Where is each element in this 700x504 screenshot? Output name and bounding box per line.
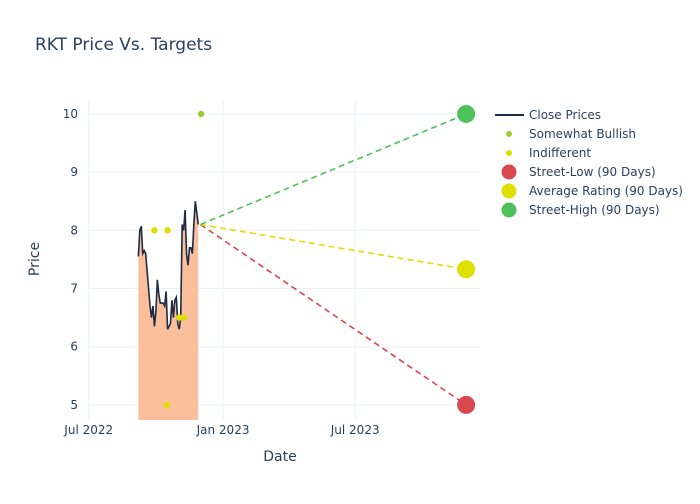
y-tick-label: 6 xyxy=(70,340,78,354)
x-tick-label: Jul 2022 xyxy=(63,423,113,437)
axes: Jul 2022 Jan 2023 Jul 2023 5 6 7 8 9 10 xyxy=(63,107,380,437)
y-tick-label: 8 xyxy=(70,223,78,237)
rating-point xyxy=(176,314,183,321)
legend-label: Street-High (90 Days) xyxy=(529,203,660,217)
legend-rating-swatch xyxy=(506,150,512,156)
rating-point xyxy=(151,227,158,234)
close-price-line xyxy=(137,201,200,330)
legend: Close Prices Somewhat Bullish Indifferent S… xyxy=(495,108,683,218)
legend-rating-swatch xyxy=(506,131,512,137)
rating-point xyxy=(164,227,171,234)
legend-label: Close Prices xyxy=(529,108,601,122)
x-axis-label: Date xyxy=(263,449,296,465)
y-axis-label: Price xyxy=(27,242,43,276)
legend-label: Street-Low (90 Days) xyxy=(529,165,656,179)
chart-title: RKT Price Vs. Targets xyxy=(35,35,212,55)
target-line xyxy=(200,113,467,226)
close-price-area xyxy=(138,201,199,420)
rating-point xyxy=(163,401,171,409)
target-marker xyxy=(457,104,476,123)
x-tick-label: Jan 2023 xyxy=(196,423,250,437)
rating-point xyxy=(180,314,187,321)
legend-target-swatch xyxy=(501,164,517,180)
y-tick-label: 7 xyxy=(70,282,78,296)
legend-label: Indifferent xyxy=(529,146,591,160)
x-tick-label: Jul 2023 xyxy=(330,423,380,437)
y-tick-label: 10 xyxy=(63,107,78,121)
target-marker xyxy=(457,395,476,414)
target-marker xyxy=(457,260,476,279)
target-line xyxy=(199,223,467,406)
target-line xyxy=(200,223,467,271)
legend-label: Average Rating (90 Days) xyxy=(529,184,683,198)
legend-label: Somewhat Bullish xyxy=(529,127,636,141)
legend-target-swatch xyxy=(501,202,517,218)
rating-point xyxy=(197,110,205,118)
y-tick-label: 5 xyxy=(70,398,78,412)
y-tick-label: 9 xyxy=(70,165,78,179)
legend-target-swatch xyxy=(501,183,517,199)
plot-area xyxy=(137,104,476,420)
